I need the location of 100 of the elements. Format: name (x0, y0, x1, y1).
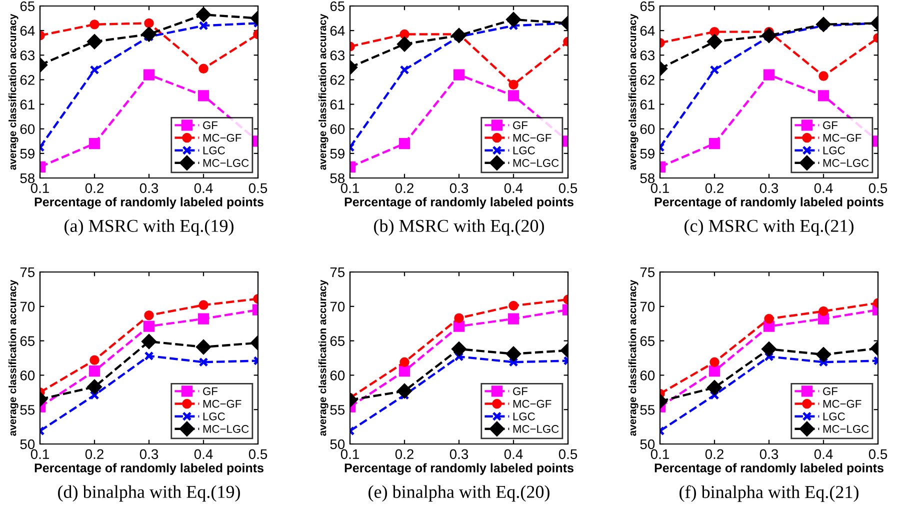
y-tick-label: 59 (640, 148, 654, 159)
y-tick-label: 65 (330, 1, 345, 12)
legend-label: GF (203, 387, 218, 396)
y-tick-label: 65 (330, 336, 345, 346)
x-tick-label: 0.2 (395, 449, 414, 460)
legend-label: GF (513, 121, 528, 130)
x-tick-label: 0.3 (450, 183, 468, 194)
legend-label: GF (823, 387, 838, 396)
y-tick-label: 50 (20, 439, 35, 450)
y-tick-label: 65 (20, 336, 35, 346)
x-tick-label: 0.3 (140, 183, 158, 194)
legend-label: MC−LGC (823, 425, 869, 433)
y-axis-title: average classification accuracy (8, 280, 18, 436)
legend-label: MC−GF (513, 400, 552, 408)
legend-label: MC−LGC (513, 159, 559, 167)
legend-label: MC−GF (823, 134, 862, 142)
legend-label: LGC (513, 146, 535, 154)
legend-label: MC−LGC (823, 159, 869, 167)
x-tick-label: 0.2 (85, 183, 104, 194)
y-axis-title: average classification accuracy (318, 280, 328, 436)
y-axis-title: average classification accuracy (628, 280, 638, 436)
y-tick-label: 75 (330, 267, 345, 278)
x-axis-title: Percentage of randomly labeled points (344, 463, 574, 475)
x-tick-label: 0.2 (85, 449, 104, 460)
legend-label: MC−LGC (203, 159, 249, 167)
y-tick-label: 64 (640, 26, 655, 36)
y-tick-label: 58 (640, 173, 655, 184)
legend-label: MC−GF (203, 134, 242, 142)
x-tick-label: 0.5 (248, 449, 268, 460)
y-tick-label: 63 (640, 50, 655, 60)
y-tick-label: 64 (20, 26, 35, 36)
y-tick-label: 60 (20, 124, 35, 134)
y-tick-label: 62 (640, 75, 654, 85)
x-tick-label: 0.3 (760, 183, 778, 194)
x-tick-label: 0.2 (705, 449, 724, 460)
x-tick-label: 0.1 (650, 449, 669, 460)
y-tick-label: 75 (20, 267, 35, 278)
x-axis-title: Percentage of randomly labeled points (34, 463, 264, 475)
text: (a) MSRC with Eq.(19) (64, 219, 234, 236)
y-tick-label: 58 (330, 173, 345, 184)
legend-label: GF (513, 387, 528, 396)
y-axis-title: average classification accuracy (318, 14, 328, 170)
y-tick-label: 61 (330, 100, 344, 110)
x-axis-title: Percentage of randomly labeled points (34, 197, 264, 209)
y-tick-label: 64 (330, 26, 345, 36)
y-axis-title: average classification accuracy (628, 14, 638, 170)
y-tick-label: 65 (640, 336, 655, 346)
x-tick-label: 0.3 (450, 449, 468, 460)
x-tick-label: 0.1 (340, 449, 359, 460)
x-tick-label: 0.4 (194, 183, 213, 194)
legend-label: MC−GF (203, 400, 242, 408)
text: (f) binalpha with Eq.(21) (680, 485, 858, 502)
y-tick-label: 60 (330, 124, 345, 134)
y-tick-label: 58 (20, 173, 35, 184)
legend-label: LGC (823, 412, 845, 420)
legend-label: LGC (203, 146, 225, 154)
x-tick-label: 0.5 (558, 183, 578, 194)
x-tick-label: 0.5 (868, 449, 888, 460)
y-tick-label: 63 (330, 50, 345, 60)
x-tick-label: 0.2 (395, 183, 414, 194)
x-axis-title: Percentage of randomly labeled points (344, 197, 574, 209)
y-tick-label: 62 (20, 75, 34, 85)
x-tick-label: 0.4 (814, 449, 833, 460)
legend-label: LGC (513, 412, 535, 420)
y-tick-label: 50 (330, 439, 345, 450)
x-tick-label: 0.1 (30, 449, 49, 460)
x-tick-label: 0.5 (558, 449, 578, 460)
y-tick-label: 60 (640, 370, 655, 380)
x-tick-label: 0.4 (504, 449, 523, 460)
y-tick-label: 59 (20, 148, 34, 159)
y-tick-label: 65 (640, 1, 655, 12)
y-axis-title: average classification accuracy (8, 14, 18, 170)
y-tick-label: 55 (20, 405, 35, 415)
y-tick-label: 70 (330, 302, 345, 312)
y-tick-label: 60 (20, 370, 35, 380)
y-tick-label: 61 (20, 100, 34, 110)
y-tick-label: 61 (640, 100, 654, 110)
x-axis-title: Percentage of randomly labeled points (654, 197, 884, 209)
y-tick-label: 59 (330, 148, 344, 159)
y-tick-label: 70 (20, 302, 35, 312)
legend-label: MC−GF (513, 134, 552, 142)
text: (d) binalpha with Eq.(19) (58, 485, 240, 502)
legend-label: GF (823, 121, 838, 130)
x-tick-label: 0.4 (194, 449, 213, 460)
y-tick-label: 55 (640, 405, 655, 415)
x-tick-label: 0.5 (868, 183, 888, 194)
x-tick-label: 0.1 (340, 183, 359, 194)
y-tick-label: 60 (330, 370, 345, 380)
x-tick-label: 0.1 (650, 183, 669, 194)
y-tick-label: 55 (330, 405, 345, 415)
text: (c) MSRC with Eq.(21) (684, 219, 854, 236)
x-tick-label: 0.3 (760, 449, 778, 460)
legend-label: LGC (823, 146, 845, 154)
x-tick-label: 0.4 (814, 183, 833, 194)
y-tick-label: 75 (640, 267, 655, 278)
x-tick-label: 0.4 (504, 183, 523, 194)
x-tick-label: 0.2 (705, 183, 724, 194)
legend-label: LGC (203, 412, 225, 420)
y-tick-label: 63 (20, 50, 35, 60)
y-tick-label: 60 (640, 124, 655, 134)
